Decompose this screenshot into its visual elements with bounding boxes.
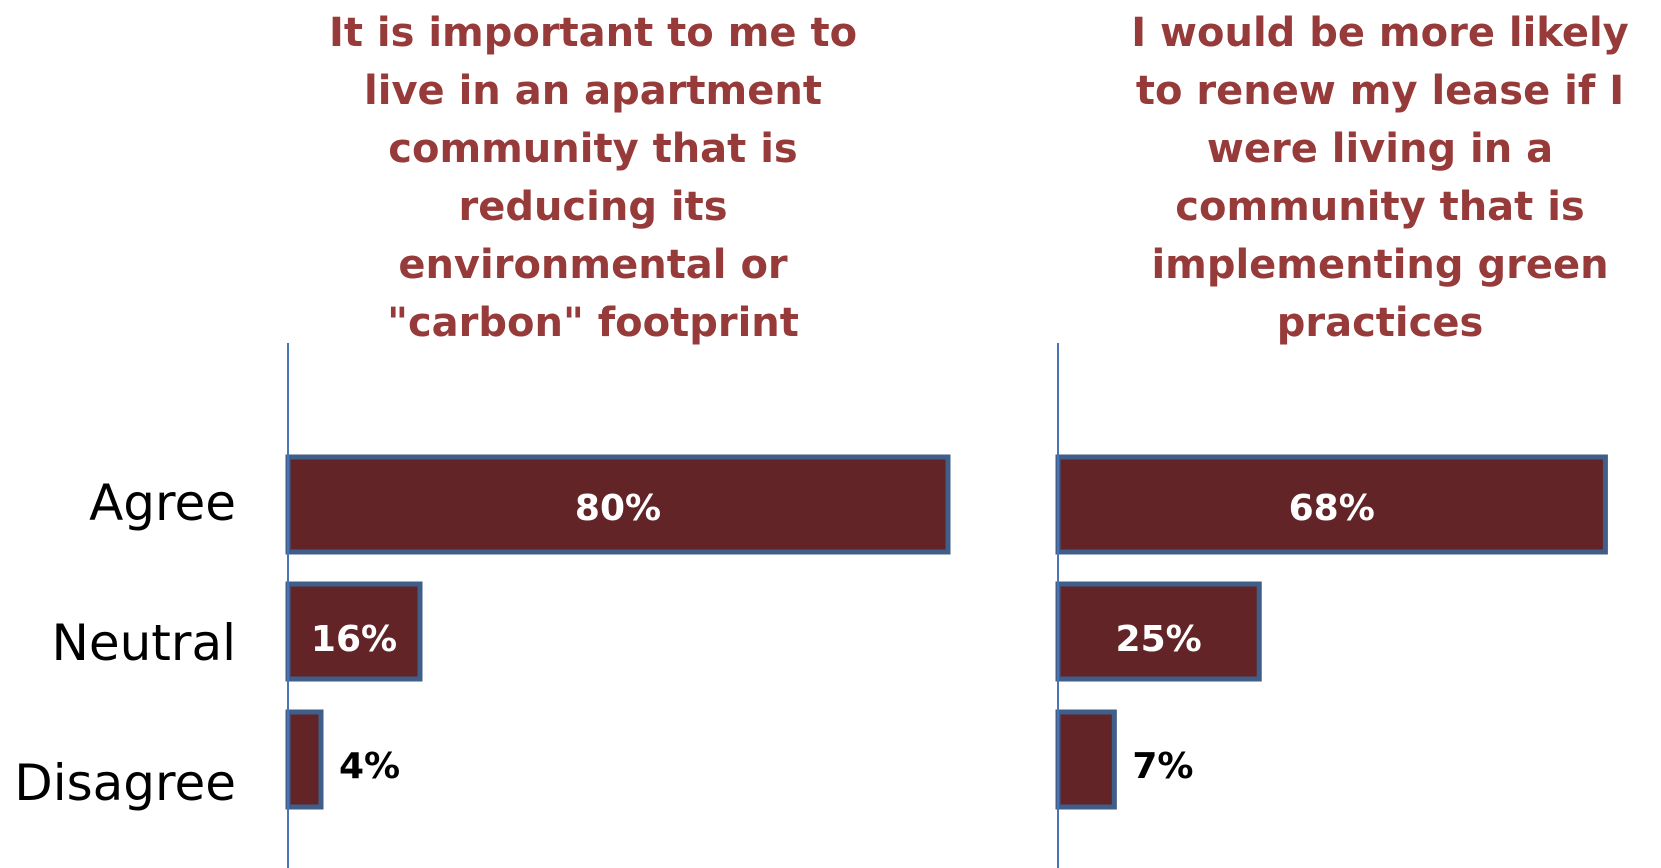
chart-title-right-line-3: community that is	[1175, 184, 1585, 230]
chart-title-left-line-2: community that is	[388, 126, 798, 172]
chart-title-right-line-1: to renew my lease if I	[1136, 68, 1624, 114]
chart-title-left-line-4: environmental or	[398, 242, 788, 288]
data-label-left-agree: 80%	[575, 488, 661, 529]
data-label-left-neutral: 16%	[311, 619, 397, 660]
chart-title-right-line-4: implementing green	[1151, 242, 1608, 288]
chart-title-left-line-1: live in an apartment	[364, 68, 822, 114]
category-label-disagree: Disagree	[14, 754, 236, 812]
data-label-right-neutral: 25%	[1116, 619, 1202, 660]
category-label-neutral: Neutral	[51, 614, 236, 672]
data-label-right-agree: 68%	[1289, 488, 1375, 529]
data-label-left-disagree: 4%	[339, 746, 400, 787]
bar-left-neutral	[285, 581, 423, 682]
chart-title-left-line-3: reducing its	[458, 184, 727, 230]
chart-panel-right: I would be more likely to renew my lease …	[1055, 10, 1629, 868]
chart-title-left-line-0: It is important to me to	[329, 10, 857, 56]
chart-title-right-line-0: I would be more likely	[1131, 10, 1628, 56]
data-label-right-disagree: 7%	[1132, 746, 1193, 787]
bar-right-disagree	[1055, 709, 1117, 810]
bar-right-agree	[1055, 454, 1608, 555]
bar-right-neutral	[1055, 581, 1262, 682]
category-labels: Agree Neutral Disagree	[14, 474, 236, 812]
chart-title-right-line-2: were living in a	[1207, 126, 1553, 172]
category-label-agree: Agree	[89, 474, 236, 532]
chart-title-left-line-5: "carbon" footprint	[387, 300, 799, 346]
chart-panel-left: It is important to me to live in an apart…	[285, 10, 951, 868]
bar-left-disagree	[285, 709, 324, 810]
chart-title-right-line-5: practices	[1277, 300, 1484, 346]
